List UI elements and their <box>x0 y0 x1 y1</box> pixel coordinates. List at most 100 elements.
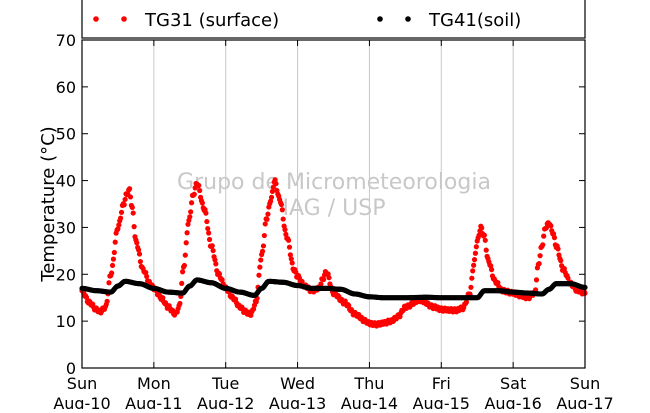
data-point <box>551 235 558 241</box>
data-point <box>129 204 135 210</box>
data-point <box>261 232 267 239</box>
data-point <box>109 270 115 276</box>
data-point <box>209 243 215 249</box>
data-point <box>199 200 205 206</box>
legend: TG31 (surface) TG41(soil) <box>81 0 586 39</box>
data-point <box>256 272 262 278</box>
data-point <box>196 182 202 189</box>
data-point <box>206 230 212 236</box>
y-axis-label: Temperature (°C) <box>38 126 59 282</box>
data-point <box>286 244 293 250</box>
data-point <box>127 194 134 200</box>
x-tick-label-date: Aug-12 <box>197 394 254 409</box>
y-tick-label: 60 <box>56 78 76 97</box>
data-point <box>177 300 183 307</box>
data-point <box>264 216 270 222</box>
x-tick-label-day: Tue <box>211 374 239 393</box>
legend-marker-soil <box>377 16 383 22</box>
data-point <box>143 269 149 276</box>
x-tick-label-day: Mon <box>137 374 171 393</box>
data-point <box>268 194 275 200</box>
watermark: Grupo de Micrometeorologia IAG / USP <box>177 170 491 221</box>
y-tick-label: 50 <box>56 125 76 144</box>
x-tick-label-day: Sun <box>570 374 600 393</box>
data-point <box>216 271 223 277</box>
x-tick-label-date: Aug-16 <box>484 394 541 409</box>
data-point <box>112 239 118 245</box>
data-point <box>472 250 479 256</box>
data-point <box>321 276 327 283</box>
data-point <box>187 214 193 220</box>
data-point <box>184 230 190 236</box>
grid <box>153 40 514 368</box>
y-tick-label: 0 <box>66 359 76 378</box>
data-point <box>144 273 150 280</box>
data-point <box>269 188 276 195</box>
y-tick-label: 10 <box>56 312 76 331</box>
data-point <box>212 257 218 263</box>
data-point <box>565 275 571 281</box>
data-point <box>185 221 191 227</box>
data-point <box>285 237 292 243</box>
data-point <box>258 257 264 263</box>
data-point <box>280 216 286 222</box>
data-point <box>265 211 271 217</box>
data-point <box>182 252 188 258</box>
y-tick-label: 70 <box>56 31 76 50</box>
data-point <box>273 181 279 187</box>
x-tick-label-day: Thu <box>353 374 384 393</box>
series-tg41-soil <box>79 277 588 301</box>
data-point <box>288 256 294 262</box>
data-point <box>482 237 488 243</box>
watermark-line-1: Grupo de Micrometeorologia <box>177 170 491 195</box>
legend-marker-soil <box>405 16 411 22</box>
data-point <box>555 246 561 252</box>
data-point <box>537 253 543 259</box>
data-point <box>131 224 137 230</box>
x-tick-label-date: Aug-14 <box>341 394 398 409</box>
data-point <box>471 262 477 268</box>
data-point <box>205 225 211 232</box>
data-point <box>463 299 470 305</box>
data-point <box>191 191 197 197</box>
data-point <box>115 226 121 232</box>
x-tick-label-date: Aug-10 <box>53 394 110 409</box>
axes: SunAug-10MonAug-11TueAug-12WedAug-13ThuA… <box>53 31 613 413</box>
data-point <box>137 258 143 265</box>
data-point <box>272 177 278 183</box>
data-point <box>188 209 194 215</box>
data-point <box>283 231 289 237</box>
data-point <box>468 284 474 290</box>
data-point <box>471 257 478 263</box>
data-point <box>106 280 112 286</box>
data-point <box>197 187 203 194</box>
data-point <box>213 261 219 267</box>
data-point <box>536 260 542 267</box>
data-point <box>183 240 189 246</box>
data-point <box>481 232 487 238</box>
data-point <box>109 262 116 269</box>
data-point <box>278 201 284 208</box>
x-tick-label-date: Aug-13 <box>269 394 326 409</box>
data-point <box>483 247 489 253</box>
data-point <box>135 247 142 253</box>
data-point <box>533 277 540 283</box>
x-tick-label-day: Fri <box>432 374 451 393</box>
data-point <box>127 186 133 192</box>
data-point <box>160 295 166 301</box>
data-point <box>287 252 293 258</box>
legend-marker-surface <box>121 16 127 22</box>
data-point <box>470 268 476 274</box>
data-point <box>180 269 186 275</box>
data-point <box>204 218 210 225</box>
data-point <box>206 236 213 243</box>
data-point <box>282 227 288 233</box>
data-point <box>203 210 209 216</box>
data-point <box>326 275 332 281</box>
data-point <box>122 196 128 203</box>
x-tick-label-date: Aug-15 <box>413 394 470 409</box>
data-point <box>118 209 125 215</box>
data-point <box>479 225 485 231</box>
